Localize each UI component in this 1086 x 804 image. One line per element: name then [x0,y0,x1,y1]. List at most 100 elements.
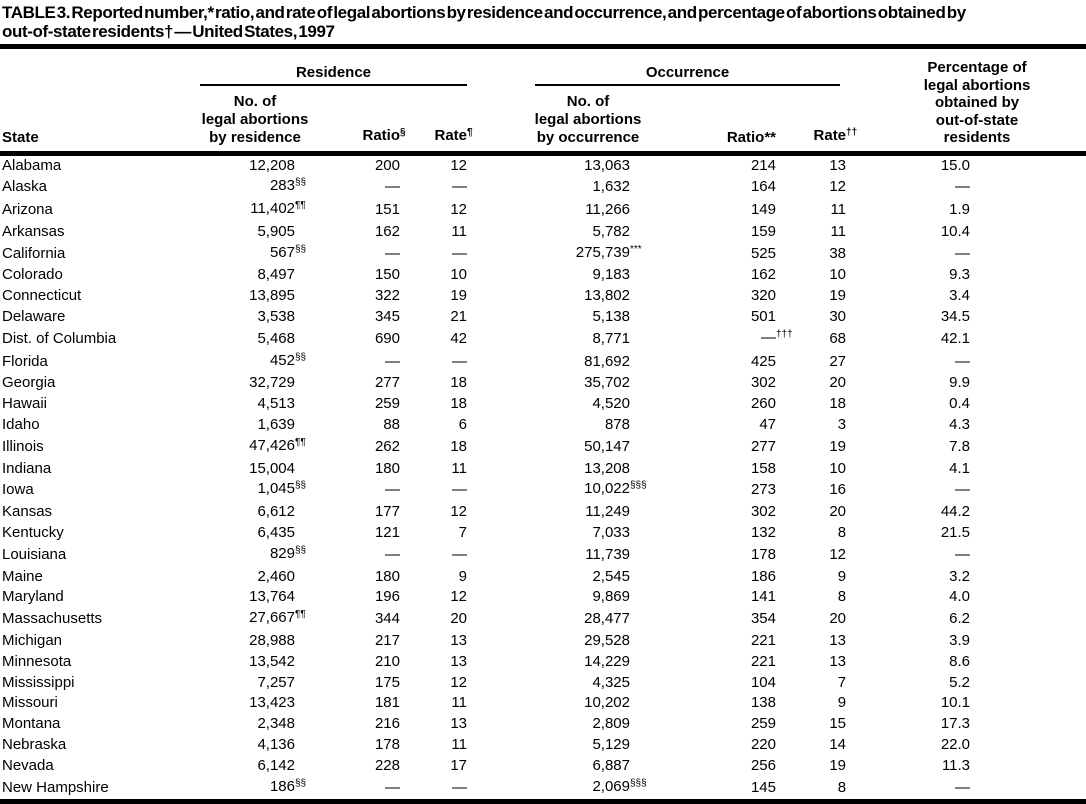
res-ratio-cell: 151 [374,201,400,219]
res-no-cell: 1,045§§ [257,480,307,498]
pct-cell: — [955,244,971,262]
res-ratio-cell: 322 [374,287,400,305]
table-row: Nevada 6,142 228 17 6,887 256 19 11.3 [0,756,1086,777]
res-no-cell: 12,208 [249,156,295,174]
occ-ratio-cell: 186 [750,567,776,585]
occ-ratio-cell: 501 [750,308,776,326]
pct-cell: 0.4 [949,395,971,413]
res-no-cell: 4,513 [257,395,295,413]
occ-ratio-cell: 320 [750,287,776,305]
state-cell: Arizona [2,201,53,219]
res-ratio-cell: 181 [374,694,400,712]
occ-no-cell: 6,887 [592,756,630,774]
state-cell: Indiana [2,459,52,477]
group-header-residence: Residence [185,49,467,86]
occ-ratio-cell: 260 [750,395,776,413]
pct-cell: 11.3 [941,756,971,774]
state-cell: Arkansas [2,222,65,240]
res-no-cell: 3,538 [257,308,295,326]
res-ratio-cell: 210 [374,652,400,670]
res-ratio-cell: — [385,545,400,563]
res-ratio-cell: 200 [374,156,400,174]
state-cell: Florida [2,352,48,370]
table-row: Georgia 32,729 277 18 35,702 302 20 9.9 [0,373,1086,394]
state-cell: Georgia [2,374,56,392]
state-cell: Maine [2,567,43,585]
res-no-cell: 829§§ [269,544,307,562]
occ-no-cell: 81,692 [584,352,630,370]
res-ratio-cell: 262 [374,437,400,455]
table-row: Kentucky 6,435 121 7 7,033 132 8 21.5 [0,523,1086,544]
table-header: Residence Occurrence Percentage of legal… [0,49,1086,156]
res-no-cell: 6,612 [257,503,295,521]
column-header-row: State No. of legal abortions by residenc… [0,85,1086,156]
pct-cell: 7.8 [949,437,971,455]
table-row: Idaho 1,639 88 6 878 47 3 4.3 [0,415,1086,436]
occ-ratio-cell: 277 [750,437,776,455]
pct-cell: 1.9 [949,201,971,219]
occ-rate-cell: 20 [829,374,847,392]
table-row: Minnesota 13,542 210 13 14,229 221 13 8.… [0,652,1086,673]
pct-cell: 34.5 [940,308,971,326]
res-rate-cell: 12 [450,588,467,606]
occ-rate-cell: 13 [829,156,847,174]
occ-ratio-cell: 221 [750,652,776,670]
occ-rate-cell: 13 [829,632,847,650]
occ-ratio-cell: 302 [750,503,776,521]
res-ratio-cell: 175 [374,673,400,691]
res-rate-cell: 20 [450,610,467,628]
occ-no-cell: 9,183 [592,266,630,284]
pct-cell: 21.5 [940,524,971,542]
occ-ratio-cell: 162 [750,266,776,284]
res-no-cell: 283§§ [269,177,307,195]
abortion-statistics-table: Residence Occurrence Percentage of legal… [0,49,1086,804]
occ-no-cell: 14,229 [584,652,630,670]
res-no-cell: 28,988 [249,632,295,650]
state-cell: Kentucky [2,524,64,542]
state-cell: Missouri [2,694,58,712]
occ-ratio-cell: 138 [750,694,776,712]
state-cell: Alabama [2,156,62,174]
pct-cell: 9.9 [949,374,971,392]
occ-ratio-cell: 220 [750,736,776,754]
table-row: Nebraska 4,136 178 11 5,129 220 14 22.0 [0,735,1086,756]
occ-rate-cell: 3 [837,416,847,434]
res-ratio-cell: — [385,778,400,796]
occ-ratio-cell: 273 [750,481,776,499]
table-row: Dist. of Columbia 5,468 690 42 8,771 —††… [0,328,1086,351]
table-row: Connecticut 13,895 322 19 13,802 320 19 … [0,286,1086,307]
pct-cell: — [955,778,971,796]
res-ratio-cell: — [385,352,400,370]
occ-rate-cell: 19 [829,756,847,774]
state-cell: Nevada [2,756,54,774]
occ-rate-cell: 14 [829,736,847,754]
occ-no-cell: 13,063 [584,156,630,174]
res-rate-cell: — [452,178,467,196]
table-row: Florida 452§§ — — 81,692 425 27 — [0,351,1086,374]
pct-cell: 10.4 [940,222,971,240]
occ-no-cell: 28,477 [584,610,630,628]
col-header-pct-out-of-state: Percentage of legal abortions obtained b… [846,49,1086,156]
occ-ratio-cell: 132 [750,524,776,542]
res-rate-cell: 11 [451,694,467,712]
res-rate-cell: 13 [450,652,467,670]
res-rate-cell: 12 [450,201,467,219]
res-rate-cell: 12 [450,503,467,521]
col-header-occ-rate: Rate†† [776,85,857,156]
res-no-cell: 13,542 [249,652,295,670]
state-cell: Colorado [2,266,63,284]
occ-no-cell: 4,325 [592,673,630,691]
table-body: Alabama 12,208 200 12 13,063 214 13 15.0… [0,153,1086,802]
state-cell: Dist. of Columbia [2,329,117,347]
col-header-res-no: No. of legal abortions by residence [185,85,308,156]
res-no-cell: 452§§ [269,351,307,369]
occ-ratio-cell: 425 [750,352,776,370]
res-no-cell: 32,729 [249,374,295,392]
res-rate-cell: 21 [450,308,467,326]
occ-rate-cell: 13 [829,652,847,670]
table-row: Mississippi 7,257 175 12 4,325 104 7 5.2 [0,673,1086,694]
occ-rate-cell: 18 [829,395,847,413]
res-ratio-cell: 216 [374,715,400,733]
occ-rate-cell: 20 [829,610,847,628]
